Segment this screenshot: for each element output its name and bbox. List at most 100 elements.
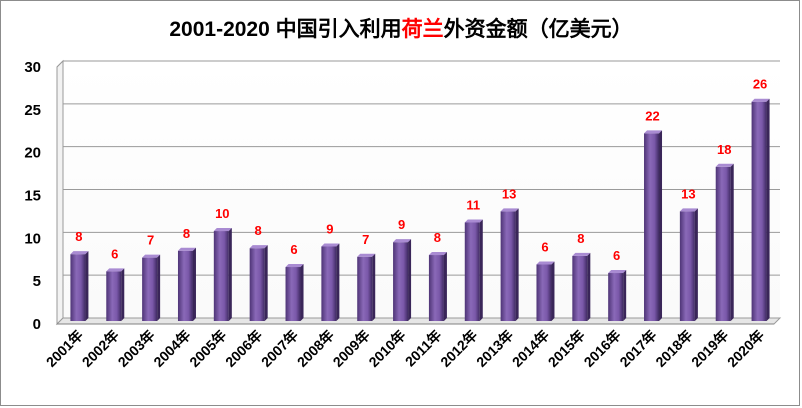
bar-side — [551, 261, 555, 321]
bar-side — [479, 219, 483, 321]
data-label: 8 — [255, 223, 262, 238]
bar-front — [213, 231, 229, 321]
bar-front — [536, 264, 552, 321]
data-label: 8 — [434, 230, 441, 245]
bar — [357, 253, 376, 321]
data-labels-layer: 8 6 7 8 10 8 6 9 7 9 8 11 13 6 8 6 22 13 18 26 — [75, 77, 767, 263]
bar — [142, 254, 161, 321]
data-label: 10 — [215, 206, 229, 221]
bar-side — [121, 268, 125, 321]
bar — [106, 268, 125, 321]
bar-top — [177, 247, 196, 251]
bar — [679, 208, 698, 321]
bar — [572, 252, 591, 321]
bar-front — [751, 101, 767, 322]
bar-front — [572, 255, 588, 321]
x-tick-labels: 2001年2002年2003年2004年2005年2006年2007年2008年… — [43, 327, 767, 370]
bars-layer — [70, 98, 770, 322]
bar-side — [85, 251, 89, 321]
bar-top — [536, 261, 555, 265]
bar — [70, 251, 89, 321]
chart-title-part: 荷兰 — [402, 17, 444, 41]
y-tick-label: 20 — [24, 145, 41, 162]
bar-side — [515, 208, 519, 321]
data-label: 6 — [541, 239, 548, 254]
bar-side — [300, 264, 304, 321]
y-tick-label: 25 — [24, 102, 41, 119]
bar-side — [192, 247, 196, 321]
bar-side — [443, 252, 447, 321]
bar — [751, 98, 770, 322]
bar-side — [766, 98, 770, 322]
bar-side — [228, 228, 232, 321]
x-tick-label: 2005年 — [186, 327, 229, 370]
bar-front — [70, 254, 86, 321]
bar — [393, 239, 412, 321]
bar-front — [249, 248, 265, 321]
bar-side — [623, 270, 627, 321]
x-tick-label: 2018年 — [652, 327, 695, 370]
chart-title-part: 外资金额（亿美元） — [444, 17, 633, 41]
bar-top — [679, 208, 698, 212]
bar — [608, 270, 627, 321]
bar — [715, 163, 734, 321]
bar-top — [572, 252, 591, 256]
x-tick-label: 2019年 — [688, 327, 731, 370]
data-label: 6 — [613, 248, 620, 263]
data-label: 8 — [75, 229, 82, 244]
x-tick-label: 2010年 — [365, 327, 408, 370]
bar — [464, 219, 483, 321]
bar-front — [321, 246, 337, 321]
data-label: 8 — [183, 226, 190, 241]
bar-top — [428, 252, 447, 256]
bar-top — [249, 245, 268, 249]
bar-side — [408, 239, 412, 321]
bar-top — [751, 98, 770, 102]
bar-front — [357, 256, 373, 321]
chart-title-part: 2001-2020 中国引入利用 — [169, 18, 401, 41]
y-tick-labels: 0 5 10 15 20 25 30 — [24, 59, 41, 333]
bar — [428, 252, 447, 321]
x-tick-label: 2004年 — [150, 327, 193, 370]
x-tick-label: 2007年 — [258, 327, 301, 370]
data-label: 8 — [577, 231, 584, 246]
bar — [536, 261, 555, 321]
bar — [321, 243, 340, 321]
y-tick-label: 30 — [24, 59, 41, 76]
data-label: 13 — [502, 186, 516, 201]
bar-side — [659, 130, 663, 321]
y-tick-label: 0 — [33, 316, 41, 333]
x-tick-label: 2006年 — [222, 327, 265, 370]
x-tick-label: 2009年 — [330, 327, 373, 370]
x-tick-label: 2001年 — [43, 327, 86, 370]
bar-top — [500, 208, 519, 212]
x-tick-label: 2003年 — [115, 327, 158, 370]
bar-front — [679, 211, 695, 321]
x-tick-label: 2015年 — [545, 327, 588, 370]
data-label: 6 — [290, 242, 297, 257]
bar-front — [142, 257, 158, 321]
bar-front — [644, 133, 660, 321]
x-tick-label: 2012年 — [437, 327, 480, 370]
bar — [249, 245, 268, 321]
data-label: 11 — [466, 197, 480, 212]
bar-front — [285, 267, 301, 321]
data-label: 6 — [111, 246, 118, 261]
bar-top — [285, 264, 304, 268]
x-tick-label: 2016年 — [581, 327, 624, 370]
bar-side — [336, 243, 340, 321]
plot-side-wall — [56, 59, 64, 326]
bar-front — [500, 211, 516, 321]
bar-front — [428, 255, 444, 321]
data-label: 7 — [362, 232, 369, 247]
bar-top — [393, 239, 412, 243]
bar-top — [644, 130, 663, 134]
data-label: 26 — [753, 77, 767, 92]
bar-top — [357, 253, 376, 257]
bar-side — [157, 254, 161, 321]
bar-side — [587, 252, 591, 321]
chart-title: 2001-2020 中国引入利用荷兰外资金额（亿美元） — [169, 17, 632, 41]
bar-top — [608, 270, 627, 274]
bar-top — [464, 219, 483, 223]
data-label: 22 — [645, 108, 659, 123]
